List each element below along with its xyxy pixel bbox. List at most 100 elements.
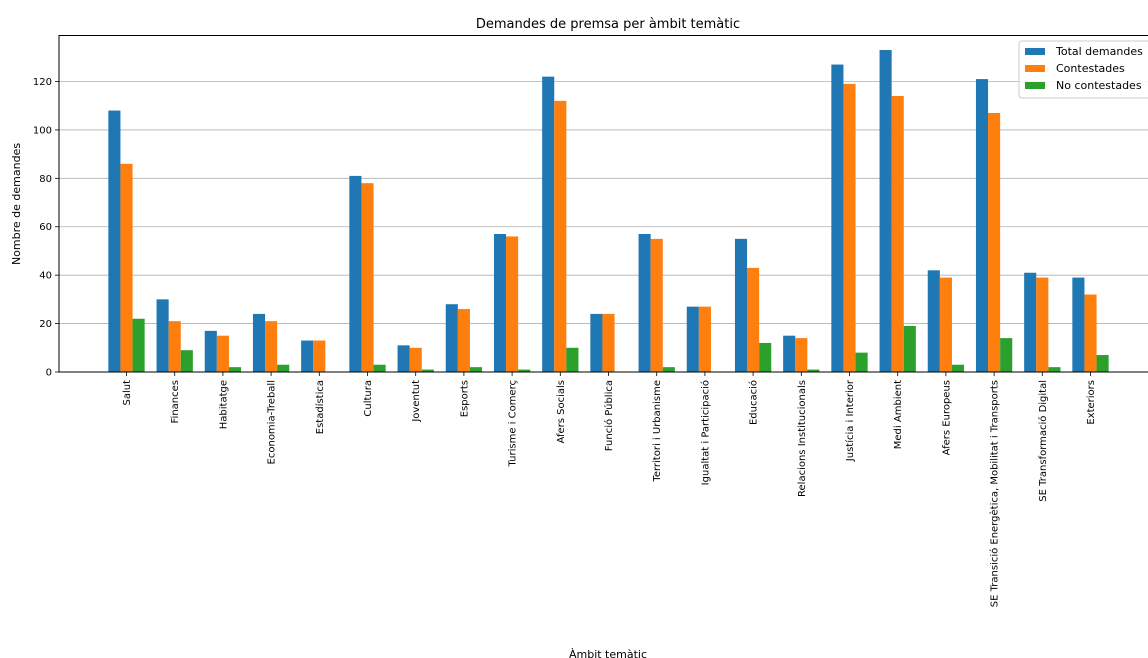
- x-tick-label: Igualtat i Participació: [699, 380, 711, 485]
- y-tick-label: 80: [39, 174, 52, 185]
- x-tick-label: Educació: [748, 380, 760, 425]
- bar-total-demandes: [349, 175, 362, 372]
- y-tick-label: 100: [33, 125, 52, 136]
- bar-no-contestades: [759, 342, 772, 372]
- bar-no-contestades: [951, 364, 965, 372]
- bar-no-contestades: [662, 367, 675, 372]
- bars: [108, 50, 1109, 373]
- bar-contestades: [1084, 294, 1097, 372]
- bar-no-contestades: [1048, 367, 1061, 372]
- bar-no-contestades: [180, 350, 193, 372]
- x-tick-label: Estadística: [314, 380, 326, 434]
- x-tick-label: Economia-Treball: [267, 380, 278, 464]
- bar-no-contestades: [373, 364, 386, 372]
- x-tick-label: Exteriors: [1086, 380, 1097, 425]
- bar-contestades: [795, 338, 808, 372]
- bar-no-contestades: [228, 367, 242, 372]
- y-tick-label: 20: [39, 319, 52, 330]
- bar-contestades: [602, 313, 615, 372]
- y-tick-label: 40: [39, 271, 52, 282]
- bar-total-demandes: [686, 306, 699, 372]
- bar-no-contestades: [807, 369, 820, 372]
- x-axis: Salut Finances Habitatge Economia-Treball Es…: [122, 372, 1097, 607]
- x-tick-label: Esports: [459, 380, 470, 417]
- bar-total-demandes: [1024, 272, 1037, 372]
- plot-frame: [58, 35, 1148, 373]
- bar-total-demandes: [734, 238, 748, 372]
- bar-contestades: [698, 306, 711, 372]
- bar-total-demandes: [783, 335, 796, 372]
- bar-no-contestades: [469, 367, 483, 372]
- bar-total-demandes: [301, 340, 314, 372]
- x-tick-label: Funció Pública: [603, 380, 615, 451]
- x-tick-label: Medi Ambient: [893, 380, 904, 449]
- bar-contestades: [891, 96, 904, 373]
- gridlines: [59, 81, 1148, 373]
- legend: Total demandes Contestades No contestades: [1018, 40, 1148, 99]
- bar-contestades: [650, 238, 663, 372]
- bar-contestades: [313, 340, 326, 372]
- x-tick-label: SE Transició Energètica, Mobilitat i Tra…: [989, 380, 1001, 607]
- legend-label: Total demandes: [1055, 45, 1143, 58]
- legend-swatch: [1025, 65, 1045, 72]
- bar-no-contestades: [1000, 338, 1013, 372]
- y-axis: 0 20 40 60 80 100 120: [33, 77, 59, 379]
- x-tick-label: Afers Europeus: [941, 380, 952, 455]
- x-tick-label: Joventut: [411, 380, 422, 423]
- bar-contestades: [506, 236, 519, 372]
- bar-contestades: [168, 321, 181, 372]
- y-tick-label: 0: [46, 368, 52, 379]
- bar-total-demandes: [638, 234, 651, 372]
- x-tick-label: Relacions Institucionals: [797, 380, 808, 497]
- bar-no-contestades: [518, 369, 531, 372]
- bar-total-demandes: [252, 313, 266, 372]
- legend-box: [1018, 40, 1148, 99]
- x-axis-label: Àmbit temàtic: [569, 648, 647, 658]
- bar-contestades: [120, 163, 133, 372]
- bar-no-contestades: [903, 326, 916, 372]
- bar-total-demandes: [975, 79, 989, 372]
- legend-label: Contestades: [1056, 62, 1125, 75]
- legend-label: No contestades: [1056, 79, 1142, 92]
- x-tick-label: Habitatge: [218, 380, 229, 429]
- y-tick-label: 120: [33, 77, 52, 88]
- y-axis-label: Nombre de demandes: [10, 143, 23, 265]
- bar-total-demandes: [493, 234, 507, 372]
- bar-contestades: [939, 277, 952, 372]
- bar-contestades: [409, 347, 422, 372]
- bar-no-contestades: [566, 347, 579, 372]
- x-tick-label: Salut: [122, 380, 133, 406]
- x-tick-label: Cultura: [363, 380, 374, 417]
- bar-total-demandes: [156, 299, 169, 372]
- bar-contestades: [747, 267, 760, 372]
- bar-total-demandes: [831, 64, 844, 373]
- bar-contestades: [988, 112, 1001, 372]
- bar-no-contestades: [855, 352, 868, 372]
- x-tick-label: Turisme i Comerç: [508, 380, 519, 467]
- bar-contestades: [265, 321, 278, 372]
- x-tick-label: SE Transformació Digital: [1037, 380, 1049, 502]
- legend-swatch: [1025, 48, 1045, 55]
- chart-title: Demandes de premsa per àmbit temàtic: [476, 17, 740, 32]
- bar-total-demandes: [927, 270, 940, 372]
- x-tick-label: Justícia i Interior: [844, 379, 856, 462]
- bar-contestades: [361, 183, 374, 372]
- bar-contestades: [1036, 277, 1049, 372]
- bar-contestades: [457, 309, 470, 372]
- bar-no-contestades: [1096, 355, 1109, 372]
- bar-contestades: [843, 83, 856, 373]
- y-tick-label: 60: [39, 222, 52, 233]
- bar-total-demandes: [397, 345, 410, 372]
- bar-total-demandes: [108, 110, 121, 373]
- bar-total-demandes: [879, 50, 892, 372]
- x-tick-label: Afers Socials: [556, 380, 567, 444]
- legend-swatch: [1025, 82, 1045, 89]
- x-tick-label: Finances: [170, 380, 181, 423]
- x-tick-label: Territori i Urbanisme: [652, 380, 663, 483]
- bar-contestades: [216, 335, 229, 372]
- bar-total-demandes: [542, 76, 555, 373]
- bar-total-demandes: [204, 330, 217, 372]
- bar-no-contestades: [132, 318, 145, 372]
- bar-total-demandes: [445, 304, 458, 372]
